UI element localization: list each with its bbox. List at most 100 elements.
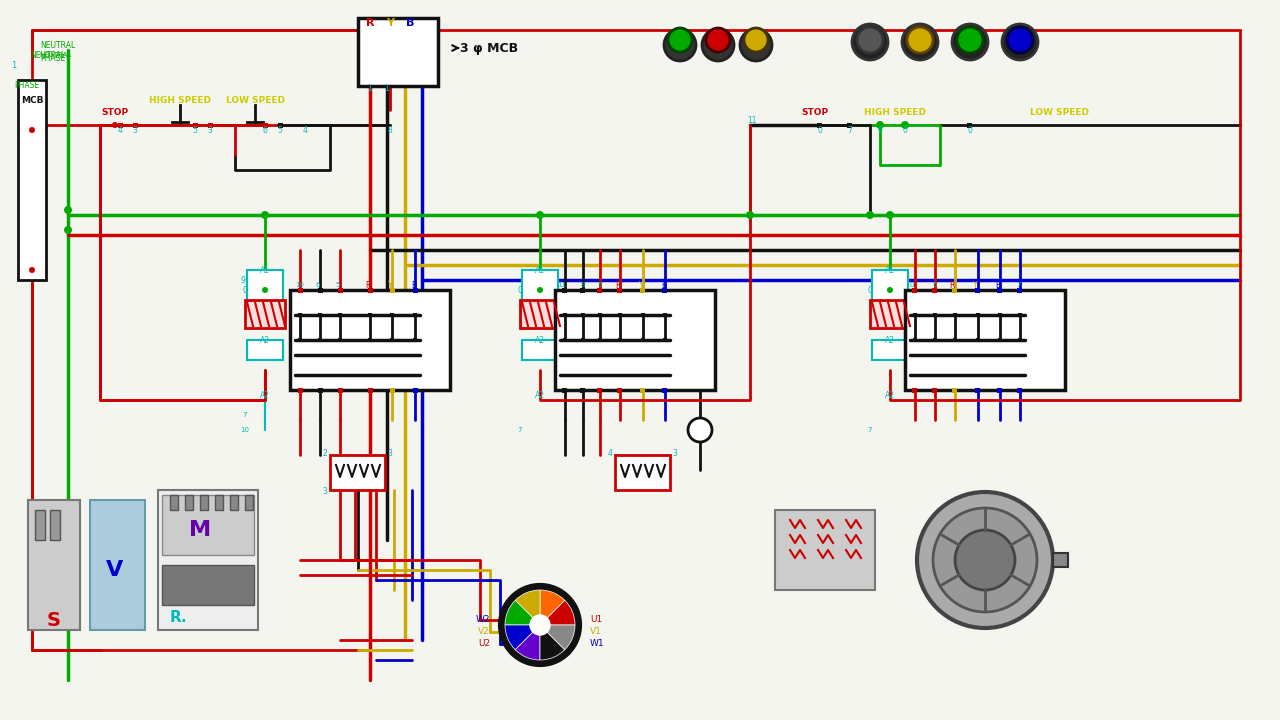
Bar xyxy=(390,338,394,342)
Text: 3: 3 xyxy=(388,449,393,457)
Text: 5: 5 xyxy=(278,125,283,135)
Text: S: S xyxy=(47,611,61,629)
Text: V: V xyxy=(106,560,124,580)
Bar xyxy=(663,387,667,392)
Bar xyxy=(18,80,46,280)
Text: 8: 8 xyxy=(581,282,585,288)
Bar xyxy=(598,287,603,292)
Bar xyxy=(641,338,645,342)
Text: 11: 11 xyxy=(558,282,567,288)
Text: V2: V2 xyxy=(479,628,490,636)
Bar xyxy=(663,287,667,292)
Text: 5: 5 xyxy=(335,282,340,288)
Bar xyxy=(872,340,908,360)
Circle shape xyxy=(29,127,35,133)
Text: 0: 0 xyxy=(517,286,522,294)
Text: 4: 4 xyxy=(608,449,612,457)
Bar xyxy=(297,287,302,292)
Bar xyxy=(933,287,937,292)
Circle shape xyxy=(668,28,692,52)
Bar xyxy=(297,387,302,392)
Wedge shape xyxy=(540,600,575,625)
Bar xyxy=(913,313,916,317)
Bar xyxy=(367,387,372,392)
Bar xyxy=(389,287,394,292)
Text: 10: 10 xyxy=(241,427,250,433)
Circle shape xyxy=(64,206,72,214)
Text: 6: 6 xyxy=(316,282,320,288)
Circle shape xyxy=(1002,24,1038,60)
Text: 0: 0 xyxy=(818,125,823,135)
Bar xyxy=(556,290,716,390)
Bar xyxy=(998,313,1002,317)
Text: 0: 0 xyxy=(878,125,882,135)
Wedge shape xyxy=(540,625,564,660)
Text: 3: 3 xyxy=(323,487,328,497)
Bar xyxy=(562,387,567,392)
Bar xyxy=(1018,387,1023,392)
Text: STOP: STOP xyxy=(801,107,828,117)
Text: B: B xyxy=(406,18,415,28)
Wedge shape xyxy=(540,625,575,649)
Bar xyxy=(663,313,667,317)
Bar xyxy=(330,455,385,490)
Bar xyxy=(618,313,622,317)
Circle shape xyxy=(952,24,988,60)
Text: Y: Y xyxy=(388,281,392,289)
Bar xyxy=(35,510,45,540)
Circle shape xyxy=(701,29,733,61)
Text: 3: 3 xyxy=(207,125,212,135)
Bar xyxy=(581,387,585,392)
Text: A1: A1 xyxy=(260,266,270,274)
Circle shape xyxy=(901,121,909,129)
Text: 4: 4 xyxy=(302,125,307,135)
Bar xyxy=(230,495,238,510)
Bar xyxy=(933,387,937,392)
Bar xyxy=(413,313,417,317)
Bar xyxy=(818,122,823,127)
Bar xyxy=(520,300,559,328)
Bar xyxy=(262,122,268,127)
Bar xyxy=(581,287,585,292)
Bar xyxy=(412,387,417,392)
Circle shape xyxy=(957,27,983,53)
Circle shape xyxy=(740,29,772,61)
Bar xyxy=(358,18,438,86)
Bar xyxy=(163,565,253,605)
Circle shape xyxy=(955,530,1015,590)
Bar xyxy=(522,270,558,306)
Wedge shape xyxy=(516,625,540,660)
Text: 1: 1 xyxy=(12,60,17,70)
Circle shape xyxy=(707,28,730,52)
Bar xyxy=(617,387,622,392)
Circle shape xyxy=(530,615,550,635)
Bar xyxy=(215,495,223,510)
Text: B: B xyxy=(411,281,416,289)
Text: W1: W1 xyxy=(590,639,604,649)
Text: A2: A2 xyxy=(884,390,895,400)
Text: 5: 5 xyxy=(598,282,602,288)
Bar xyxy=(618,338,622,342)
Bar xyxy=(933,313,937,317)
Text: HIGH SPEED: HIGH SPEED xyxy=(148,96,211,104)
Bar xyxy=(1053,553,1068,567)
Text: MCB: MCB xyxy=(20,96,44,104)
Text: 7: 7 xyxy=(847,125,852,135)
Bar xyxy=(581,338,585,342)
Text: NEUTRAL: NEUTRAL xyxy=(40,40,76,50)
Circle shape xyxy=(746,211,754,219)
Text: U2: U2 xyxy=(477,639,490,649)
Text: M: M xyxy=(189,520,211,540)
Bar xyxy=(186,495,193,510)
Bar xyxy=(905,290,1065,390)
Text: 3: 3 xyxy=(133,125,137,135)
Text: Y: Y xyxy=(387,18,394,28)
Text: Y: Y xyxy=(639,281,644,289)
Circle shape xyxy=(867,211,874,219)
Circle shape xyxy=(500,585,580,665)
Bar xyxy=(1018,287,1023,292)
Bar xyxy=(389,387,394,392)
Bar xyxy=(952,287,957,292)
Text: R: R xyxy=(366,18,374,28)
Circle shape xyxy=(664,29,696,61)
